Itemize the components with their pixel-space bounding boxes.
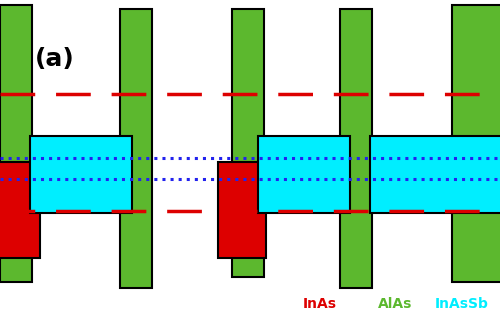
Bar xyxy=(0,162,40,258)
Bar xyxy=(258,136,350,213)
Text: InAs: InAs xyxy=(303,297,337,309)
Text: InAsSb: InAsSb xyxy=(435,297,489,309)
Bar xyxy=(218,162,266,258)
Bar xyxy=(120,9,152,288)
Bar xyxy=(0,5,32,282)
Bar xyxy=(232,9,264,277)
Bar xyxy=(30,136,132,213)
Bar xyxy=(340,9,372,288)
Bar xyxy=(452,5,500,282)
Text: (a): (a) xyxy=(35,47,75,70)
Text: AlAs: AlAs xyxy=(378,297,412,309)
Bar xyxy=(370,136,500,213)
